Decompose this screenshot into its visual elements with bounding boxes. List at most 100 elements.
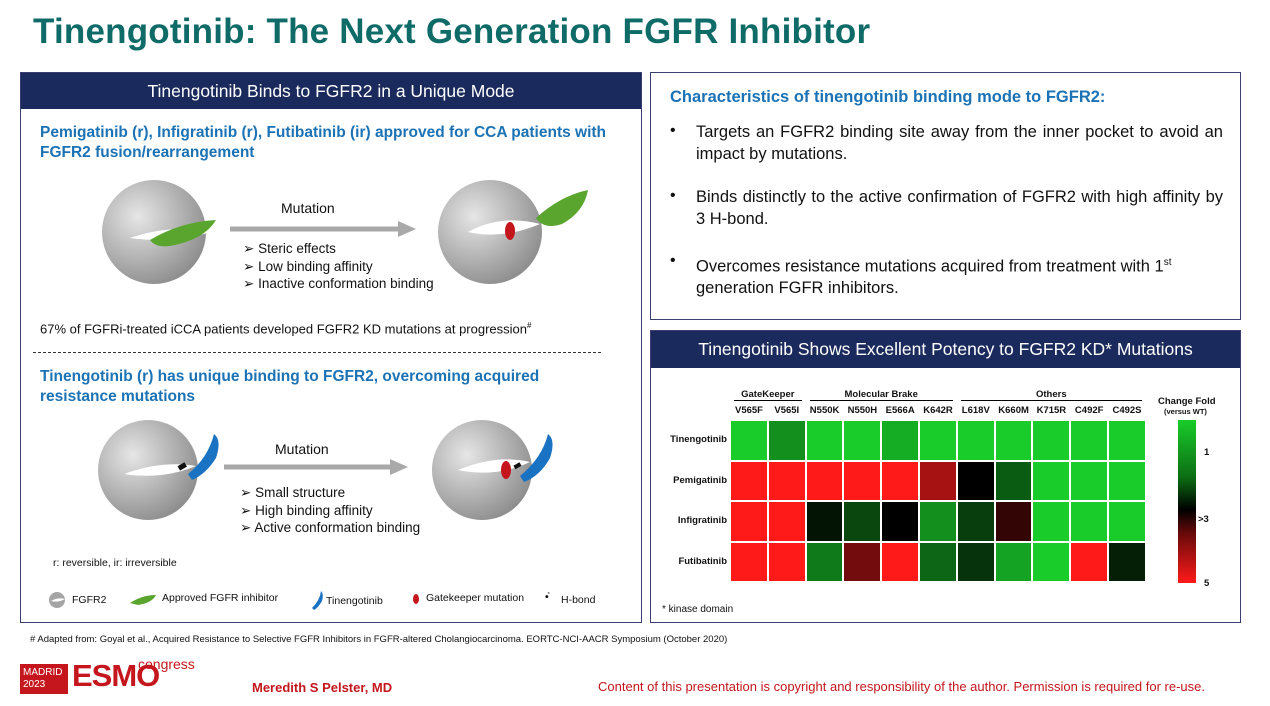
heatmap-cell xyxy=(843,420,882,461)
heatmap-group-line xyxy=(809,400,953,401)
heatmap-cell xyxy=(1070,460,1108,501)
heatmap-cell xyxy=(1108,460,1146,501)
right-top-panel xyxy=(650,72,1241,320)
characteristic-item: • Binds distinctly to the active confirm… xyxy=(670,187,1223,228)
top-bullet-list: ➢ Steric effects ➢ Low binding affinity … xyxy=(243,240,434,293)
heatmap-cell xyxy=(730,460,768,501)
heatmap-column-label: K715R xyxy=(1036,405,1067,416)
heatmap-row-label: Tinengotinib xyxy=(670,434,727,445)
scale-label-mid: >3 xyxy=(1198,514,1209,525)
heatmap-cell xyxy=(994,501,1033,542)
heatmap-cell xyxy=(919,420,957,461)
scale-subtitle: (versus WT) xyxy=(1164,407,1207,416)
approved-inhibitor-bound xyxy=(150,220,216,247)
heatmap-cell xyxy=(767,420,806,461)
author: Meredith S Pelster, MD xyxy=(252,680,393,695)
heatmap-column-label: V565I xyxy=(774,405,800,416)
heatmap-column-label: K660M xyxy=(998,405,1029,416)
heatmap-column-label: L618V xyxy=(961,405,990,416)
approved-inhibitor-displaced xyxy=(536,190,588,226)
heatmap-cell xyxy=(843,541,882,582)
heatmap-cell xyxy=(994,420,1033,461)
bottom-heading: Tinengotinib (r) has unique binding to F… xyxy=(40,368,540,405)
left-panel: Tinengotinib Binds to FGFR2 in a Unique … xyxy=(20,72,642,623)
slide-title: Tinengotinib: The Next Generation FGFR I… xyxy=(33,12,871,51)
top-arrow-label: Mutation xyxy=(281,200,335,216)
heatmap-cell xyxy=(881,420,919,461)
top-bullet: ➢ Steric effects xyxy=(243,241,336,256)
tinengotinib-bound xyxy=(188,434,219,480)
hbond-mark xyxy=(177,462,187,471)
characteristics-list: • Targets an FGFR2 binding site away fro… xyxy=(668,122,1223,300)
gatekeeper-mutation-bottom xyxy=(501,461,511,479)
logo-brand: ESMO xyxy=(72,658,160,693)
heatmap-group-line xyxy=(734,400,802,401)
left-panel-header: Tinengotinib Binds to FGFR2 in a Unique … xyxy=(21,73,641,109)
heatmap-row-label: Pemigatinib xyxy=(673,474,727,486)
reversible-note: r: reversible, ir: irreversible xyxy=(53,557,177,569)
heatmap-cell xyxy=(956,501,995,542)
heatmap-group-label: Others xyxy=(1035,389,1067,400)
bottom-bullet: ➢ Active conformation binding xyxy=(240,520,421,535)
section-divider xyxy=(33,352,601,353)
heatmap-column-label: C492F xyxy=(1074,405,1104,416)
heatmap-column-label: E566A xyxy=(885,405,915,416)
heatmap-cell xyxy=(1032,460,1071,501)
legend-gatekeeper: Gatekeeper mutation xyxy=(426,592,525,604)
top-bullet: ➢ Inactive conformation binding xyxy=(243,276,434,291)
legend-tinengotinib: Tinengotinib xyxy=(326,595,383,607)
heatmap-column-label: C492S xyxy=(1112,405,1142,416)
characteristic-item: • Overcomes resistance mutations acquire… xyxy=(670,252,1172,297)
heatmap-column-label: K642R xyxy=(923,405,953,416)
fgfr2-sphere-tin-before xyxy=(98,420,198,520)
heatmap-cell xyxy=(1070,420,1108,461)
heatmap-cell xyxy=(1108,541,1146,582)
copyright-notice: Content of this presentation is copyrigh… xyxy=(598,679,1205,694)
heatmap-cell xyxy=(1032,420,1071,461)
heatmap-cell xyxy=(1070,541,1108,582)
heatmap-cell xyxy=(805,501,844,542)
logo-city-year-box: MADRID 2023 xyxy=(20,664,68,694)
scale-label-min: 1 xyxy=(1204,447,1210,458)
gatekeeper-legend-icon xyxy=(413,594,419,604)
characteristics-heading: Characteristics of tinengotinib binding … xyxy=(670,88,1106,106)
logo-congress: congress xyxy=(138,656,195,672)
heatmap-row-label: Infigratinib xyxy=(677,515,727,526)
heatmap-cell xyxy=(767,501,806,542)
heatmap-cell xyxy=(767,541,806,582)
heatmap-cell xyxy=(843,501,882,542)
tinengotinib-bound-after xyxy=(520,434,553,482)
heatmap-cell xyxy=(994,541,1033,582)
heatmap-column-label: V565F xyxy=(735,405,763,416)
heatmap-cell xyxy=(919,541,957,582)
citation: # Adapted from: Goyal et al., Acquired R… xyxy=(30,634,728,645)
scale-label-max: 5 xyxy=(1204,578,1210,589)
heatmap-cell xyxy=(1032,501,1071,542)
heatmap-cell xyxy=(956,460,995,501)
bottom-arrow-label: Mutation xyxy=(275,441,329,457)
hbond-legend-icon: •̇ xyxy=(545,591,549,603)
heatmap-cell xyxy=(956,541,995,582)
fgfr2-legend-icon xyxy=(49,592,65,608)
top-bullet: ➢ Low binding affinity xyxy=(243,258,373,274)
bottom-bullet: ➢ Small structure xyxy=(240,485,346,500)
legend-fgfr2: FGFR2 xyxy=(72,594,107,606)
heatmap-cell xyxy=(730,541,768,582)
heatmap-cell xyxy=(956,420,995,461)
heatmap-cell xyxy=(805,460,844,501)
heatmap-cell xyxy=(767,460,806,501)
heatmap-row-label: Futibatinib xyxy=(678,555,727,567)
heatmap-cell xyxy=(730,501,768,542)
heatmap-cell xyxy=(919,501,957,542)
tinengotinib-legend-icon xyxy=(312,591,323,610)
heatmap-cell xyxy=(919,460,957,501)
heatmap-group-label: Molecular Brake xyxy=(844,389,918,400)
fgfr2-sphere-tin-after xyxy=(432,420,532,520)
heatmap-cell xyxy=(1108,501,1146,542)
color-scale-bar xyxy=(1178,420,1196,583)
heatmap-cell xyxy=(730,420,768,461)
progression-stat: 67% of FGFRi-treated iCCA patients devel… xyxy=(40,321,532,337)
heatmap-cell xyxy=(881,541,919,582)
heatmap-cell xyxy=(1108,420,1146,461)
heatmap-header: Tinengotinib Shows Excellent Potency to … xyxy=(651,331,1240,368)
